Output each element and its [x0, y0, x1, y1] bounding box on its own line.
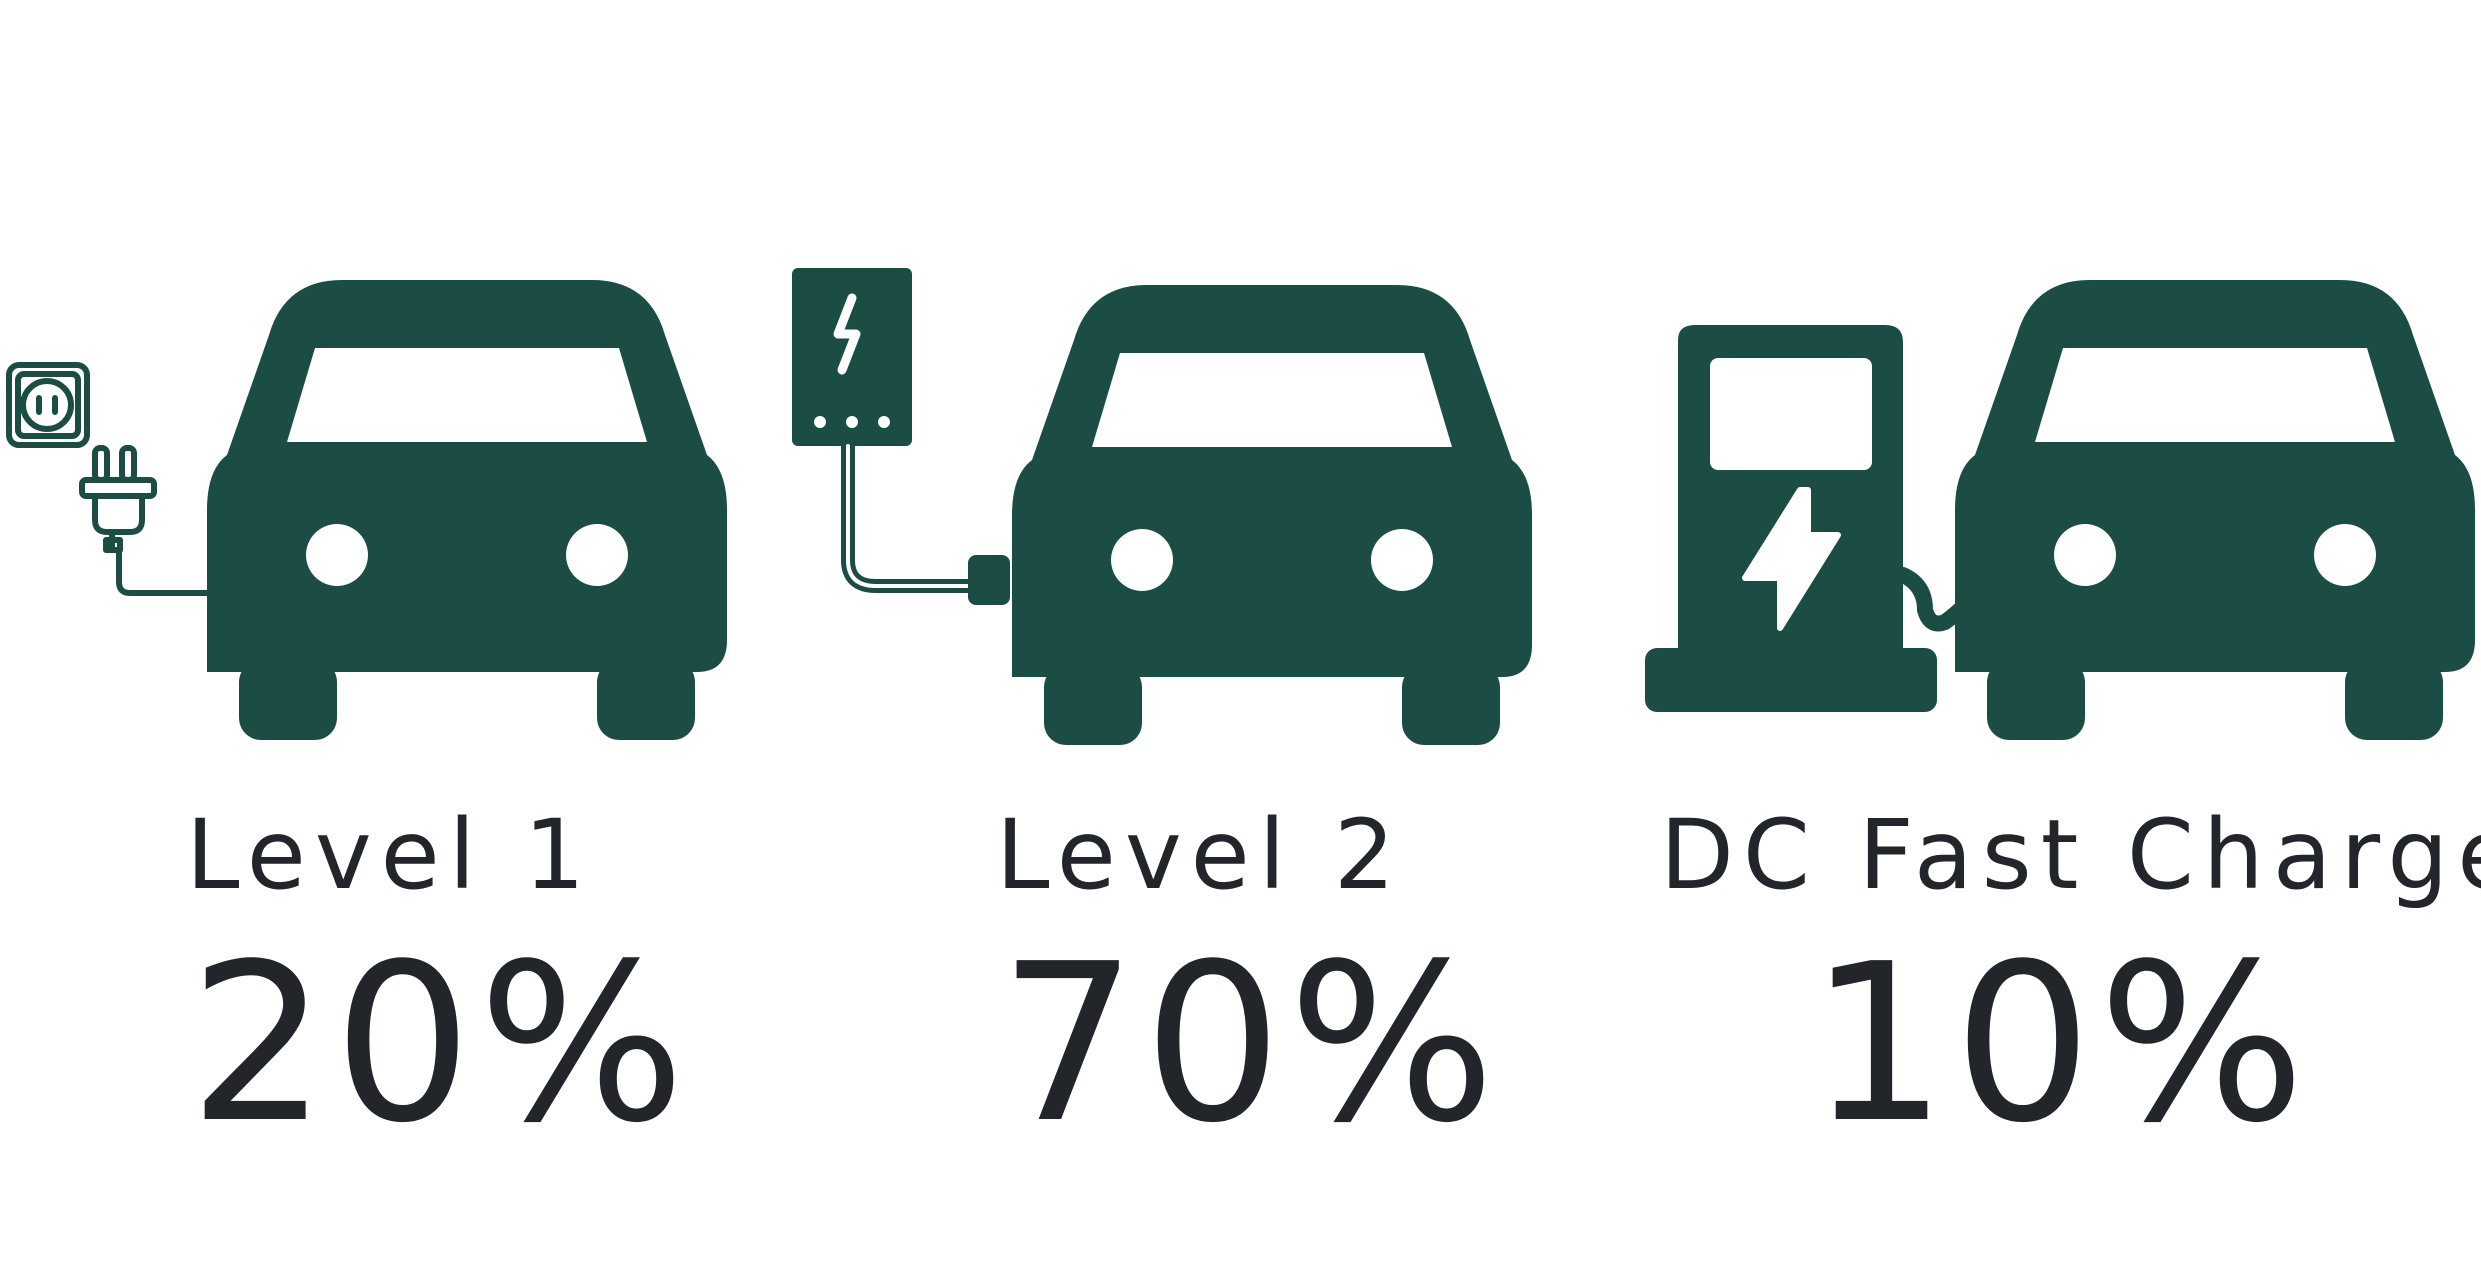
level-1-label: Level 1: [186, 799, 594, 911]
dc-fast-charger-percentage: 10%: [1808, 918, 2312, 1171]
charging-station-icon: [1645, 325, 1973, 712]
level-2-label: Level 2: [996, 799, 1404, 911]
level-1-percentage: 20%: [188, 918, 692, 1171]
car-front-icon-1: [207, 280, 727, 740]
level-2-percentage: 70%: [998, 918, 1502, 1171]
wall-outlet-icon: [6, 362, 90, 448]
wall-charger-icon: [792, 268, 1010, 605]
dc-fast-charger-label: DC Fast Charger: [1660, 799, 2481, 911]
car-front-icon-2: [1012, 285, 1532, 745]
car-front-icon-3: [1955, 280, 2475, 740]
plug-cable-icon: [79, 445, 213, 596]
